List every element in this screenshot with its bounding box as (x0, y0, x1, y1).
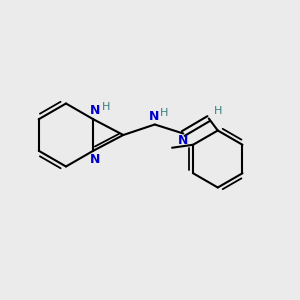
Text: N: N (90, 104, 100, 117)
Text: N: N (149, 110, 159, 124)
Text: N: N (90, 153, 100, 166)
Text: H: H (102, 102, 110, 112)
Text: H: H (214, 106, 222, 116)
Text: H: H (160, 108, 169, 118)
Text: N: N (178, 134, 188, 148)
